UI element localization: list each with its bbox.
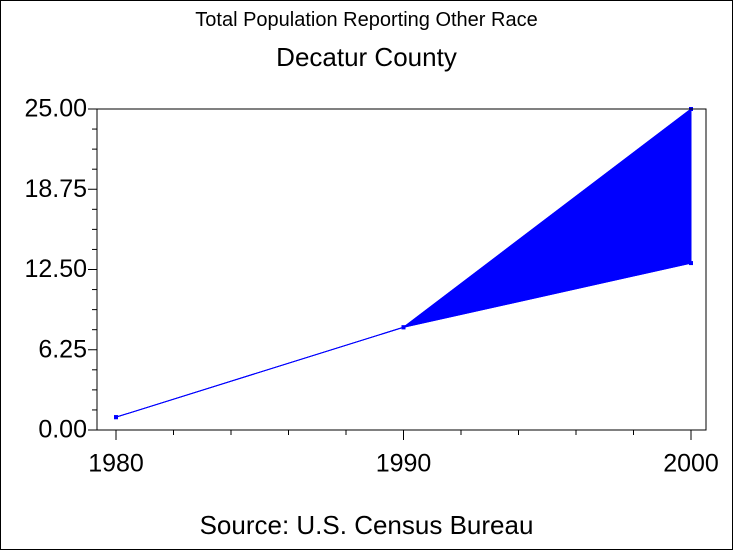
y-tick-label: 0.00 bbox=[38, 416, 87, 444]
x-tick-label: 2000 bbox=[663, 450, 719, 478]
y-tick-label: 25.00 bbox=[24, 95, 87, 123]
chart-title: Total Population Reporting Other Race bbox=[195, 9, 538, 31]
y-tick-label: 6.25 bbox=[38, 335, 87, 363]
y-tick-label: 18.75 bbox=[24, 175, 87, 203]
x-tick-label: 1990 bbox=[376, 450, 432, 478]
x-tick-label: 1980 bbox=[88, 450, 144, 478]
data-point bbox=[401, 325, 406, 330]
area-band bbox=[115, 107, 692, 418]
chart-subtitle: Decatur County bbox=[276, 42, 457, 72]
series-line-2 bbox=[115, 262, 692, 418]
source-note: Source: U.S. Census Bureau bbox=[199, 510, 534, 540]
y-tick-label: 12.50 bbox=[24, 255, 87, 283]
axes: 0.00 6.25 12.50 18.75 25.00 1980 1990 2000 bbox=[24, 95, 718, 478]
plot-area bbox=[114, 107, 693, 420]
data-point bbox=[114, 415, 118, 420]
data-point bbox=[689, 261, 693, 266]
